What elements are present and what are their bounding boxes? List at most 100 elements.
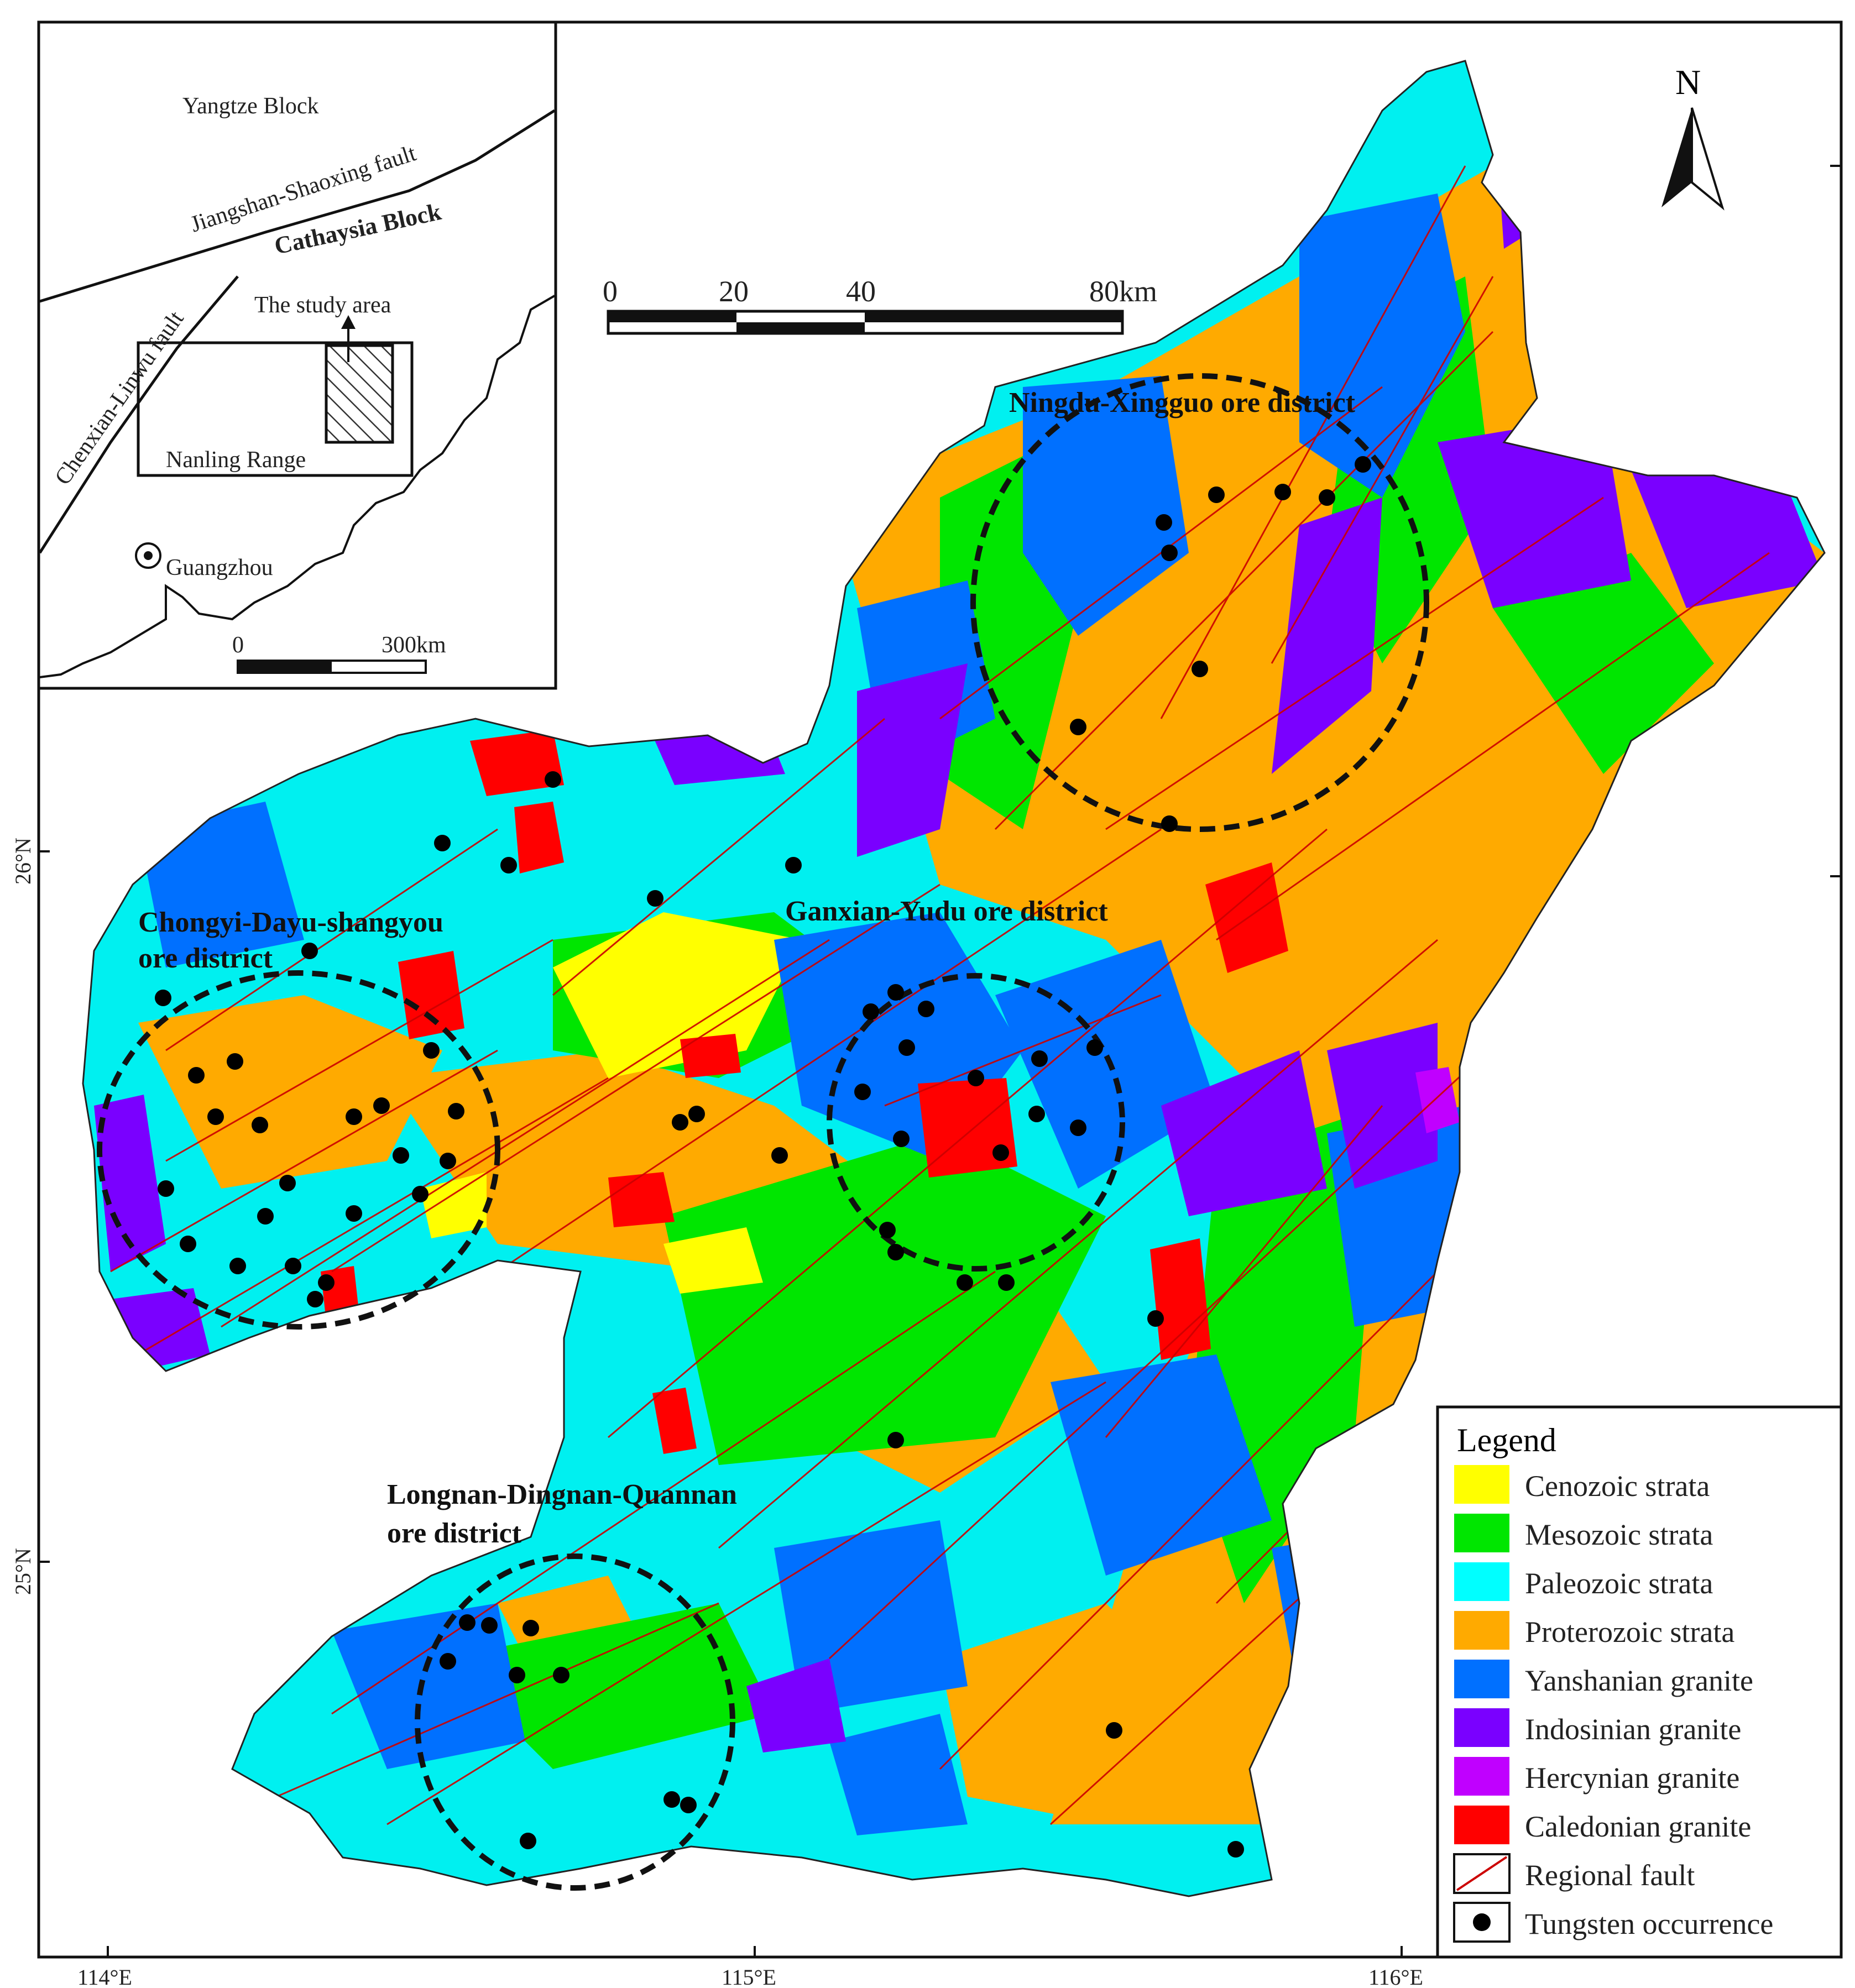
- legend-item: Regional fault: [1453, 1853, 1695, 1894]
- legend-item: Tungsten occurrence: [1453, 1902, 1773, 1943]
- tungsten-point: [1319, 489, 1335, 506]
- tungsten-point: [434, 835, 451, 851]
- legend-swatch: [1454, 1514, 1509, 1552]
- tungsten-point: [1208, 486, 1225, 503]
- y-tick-25: 25°N: [11, 1548, 35, 1595]
- legend-label: Regional fault: [1525, 1859, 1695, 1892]
- tungsten-point: [346, 1205, 362, 1222]
- legend-label: Caledonian granite: [1525, 1810, 1751, 1843]
- tungsten-point: [1192, 661, 1208, 677]
- legend-swatch: [1454, 1465, 1509, 1504]
- tungsten-point: [898, 1039, 915, 1056]
- tungsten-point: [279, 1175, 296, 1191]
- inset-scale-end: 300km: [382, 632, 446, 658]
- tungsten-point: [1031, 1050, 1048, 1067]
- legend: Legend Cenozoic strata Mesozoic strata Pal…: [1436, 1405, 1843, 1959]
- north-arrow: N: [1661, 62, 1725, 211]
- legend-title: Legend: [1457, 1422, 1556, 1458]
- tungsten-point: [423, 1042, 440, 1059]
- legend-item: Hercynian granite: [1454, 1757, 1739, 1796]
- ningdu-district-circle: [970, 373, 1429, 832]
- legend-label: Mesozoic strata: [1525, 1518, 1713, 1551]
- tungsten-point: [680, 1797, 697, 1813]
- tungsten-point: [672, 1114, 688, 1131]
- tungsten-point: [155, 990, 171, 1006]
- legend-item: Indosinian granite: [1454, 1708, 1741, 1747]
- inset-nanling-label: Nanling Range: [166, 447, 306, 473]
- legend-swatch: [1454, 1562, 1509, 1601]
- chongyi-district-label-2: ore district: [138, 943, 273, 974]
- tungsten-point: [188, 1067, 205, 1084]
- legend-label: Yanshanian granite: [1525, 1664, 1753, 1697]
- tungsten-point: [229, 1258, 246, 1274]
- tungsten-point: [785, 857, 802, 873]
- tungsten-point: [393, 1147, 409, 1164]
- longnan-district-label-1: Longnan-Dingnan-Quannan: [387, 1479, 737, 1510]
- tungsten-point: [522, 1620, 539, 1636]
- tungsten-point: [207, 1108, 224, 1125]
- tungsten-point: [879, 1222, 896, 1238]
- tungsten-point: [893, 1131, 910, 1147]
- ganxian-district-label: Ganxian-Yudu ore district: [785, 896, 1108, 927]
- study-area-box: [325, 344, 394, 444]
- tungsten-point: [1086, 1039, 1103, 1056]
- region-outline: [82, 60, 1826, 1897]
- tungsten-point: [481, 1617, 498, 1634]
- coastline: [39, 295, 556, 678]
- legend-swatch: [1454, 1757, 1509, 1796]
- chenxian-fault-line: [38, 275, 239, 554]
- tungsten-point: [440, 1153, 456, 1169]
- north-label: N: [1675, 62, 1701, 102]
- x-tick-114: 114°E: [77, 1965, 132, 1988]
- tungsten-point: [688, 1106, 705, 1122]
- longnan-district-label-2: ore district: [387, 1518, 522, 1549]
- tungsten-point: [553, 1667, 569, 1683]
- legend-item: Yanshanian granite: [1454, 1660, 1753, 1698]
- ningdu-district-label: Ningdu-Xingguo ore district: [1009, 387, 1356, 418]
- tungsten-point: [257, 1208, 274, 1225]
- jiangshan-fault-line: [39, 109, 556, 303]
- inset-map: Yangtze Block Jiangshan-Shaoxing fault C…: [37, 20, 557, 690]
- tungsten-point: [1355, 456, 1371, 473]
- tungsten-point: [412, 1186, 429, 1202]
- tungsten-point: [1227, 1841, 1244, 1858]
- tungsten-point: [301, 943, 318, 959]
- legend-item: Cenozoic strata: [1454, 1465, 1710, 1504]
- chongyi-district-label-1: Chongyi-Dayu-shangyou: [138, 907, 443, 938]
- tungsten-point: [887, 984, 904, 1001]
- legend-label: Hercynian granite: [1525, 1761, 1739, 1795]
- tungsten-point: [520, 1833, 536, 1849]
- tungsten-point: [863, 1003, 879, 1020]
- tungsten-point: [180, 1236, 196, 1252]
- tungsten-point: [968, 1070, 984, 1086]
- tungsten-point: [1147, 1310, 1164, 1327]
- scale-bar: 0 20 40 80km: [603, 275, 1157, 335]
- tungsten-point: [854, 1084, 871, 1100]
- tungsten-point: [998, 1274, 1015, 1291]
- tungsten-point: [1161, 545, 1178, 561]
- tungsten-point: [992, 1144, 1009, 1161]
- tungsten-point: [1274, 484, 1291, 500]
- tungsten-point: [500, 857, 517, 873]
- tungsten-point: [771, 1147, 788, 1164]
- legend-item: Paleozoic strata: [1454, 1562, 1713, 1601]
- scale-tick-0: 0: [603, 275, 618, 308]
- legend-swatch: [1454, 1660, 1509, 1698]
- tungsten-point: [346, 1108, 362, 1125]
- tungsten-point: [887, 1244, 904, 1260]
- tungsten-point: [285, 1258, 301, 1274]
- tungsten-occurrences: [155, 456, 1371, 1858]
- legend-label: Proterozoic strata: [1525, 1615, 1734, 1649]
- x-tick-116: 116°E: [1368, 1965, 1423, 1988]
- legend-item: Caledonian granite: [1454, 1806, 1751, 1844]
- legend-item: Mesozoic strata: [1454, 1514, 1713, 1552]
- tungsten-point: [459, 1614, 475, 1631]
- inset-study-area-label: The study area: [254, 292, 391, 318]
- tungsten-point: [1156, 514, 1172, 531]
- scale-tick-20: 20: [719, 275, 749, 308]
- tungsten-point: [918, 1001, 934, 1017]
- tungsten-point: [545, 771, 561, 788]
- tungsten-point: [1070, 1119, 1086, 1136]
- tungsten-point: [158, 1180, 174, 1197]
- tungsten-point: [1106, 1722, 1122, 1739]
